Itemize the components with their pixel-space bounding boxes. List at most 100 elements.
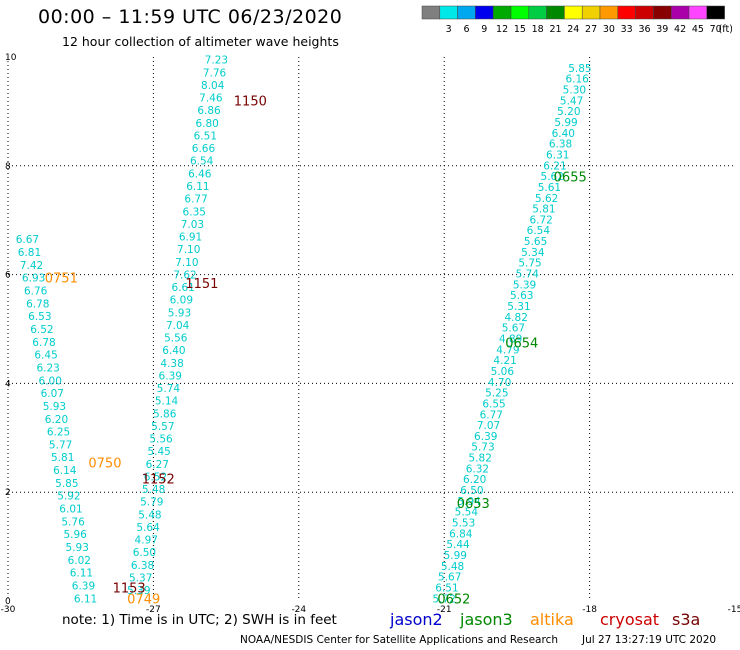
swh-value-label: 5.14 — [155, 396, 179, 408]
swh-value-label: 5.81 — [532, 204, 555, 216]
swh-value-label: 5.65 — [524, 236, 547, 248]
swh-value-label: 4.97 — [135, 535, 158, 547]
page-subtitle: 12 hour collection of altimeter wave hei… — [62, 34, 339, 49]
footer-note: note: 1) Time is in UTC; 2) SWH is in fe… — [62, 612, 337, 628]
swh-value-label: 5.62 — [535, 193, 558, 205]
swh-value-label: 6.35 — [183, 206, 206, 218]
legend-tick-label: 70 — [710, 24, 722, 35]
swh-value-label: 5.06 — [491, 366, 515, 378]
swh-value-label: 6.20 — [463, 474, 486, 486]
legend-tick-label: 30 — [603, 24, 615, 35]
page-title: 00:00 – 11:59 UTC 06/23/2020 — [38, 6, 343, 28]
pass-time-label: 0654 — [505, 337, 538, 352]
swh-value-label: 5.53 — [452, 518, 475, 530]
credit-text: NOAA/NESDIS Center for Satellite Applica… — [240, 634, 558, 646]
swh-value-label: 5.48 — [441, 561, 464, 573]
swh-value-label: 5.72 — [433, 593, 456, 605]
swh-value-label: 6.52 — [30, 324, 53, 336]
swh-value-label: 5.81 — [51, 452, 74, 464]
legend-tick-label: 3 — [446, 24, 452, 35]
swh-value-label: 6.00 — [39, 375, 62, 387]
sat-label-jason2: jason2 — [390, 610, 443, 629]
swh-value-label: 5.92 — [57, 491, 80, 503]
swh-value-label: 6.77 — [184, 194, 207, 206]
swh-value-label: 6.07 — [41, 388, 64, 400]
color-legend: 3 6 9 12 15 18 21 24 27 30 33 36 39 42 45 70(ft) — [421, 5, 732, 35]
swh-value-label: 5.45 — [147, 446, 170, 458]
legend-tick-label: 18 — [532, 24, 544, 35]
swh-value-label: 6.54 — [190, 156, 214, 168]
swh-value-label: 4.38 — [160, 358, 183, 370]
swh-value-label: 6.81 — [18, 247, 41, 259]
swh-value-label: 7.42 — [20, 260, 43, 272]
legend-tick-label: 6 — [463, 24, 469, 35]
swh-value-label: 6.23 — [36, 362, 59, 374]
swh-value-label: 6.31 — [546, 149, 569, 161]
legend-tick-label: 15 — [514, 24, 526, 35]
legend-tick-label: 33 — [621, 24, 633, 35]
swh-value-label: 7.76 — [203, 67, 227, 79]
swh-value-label: 4.79 — [496, 344, 519, 356]
pass-time-label: 1150 — [234, 95, 267, 110]
swh-value-label: 6.61 — [171, 282, 194, 294]
swh-value-label: 6.39 — [474, 431, 497, 443]
sat-label-altika: altika — [530, 610, 574, 629]
legend-unit: (ft) — [719, 24, 732, 35]
swh-value-label: 6.16 — [565, 74, 589, 86]
legend-tick-label: 42 — [674, 24, 686, 35]
swh-value-label: 6.86 — [197, 105, 221, 117]
swh-value-label: 5.48 — [138, 509, 161, 521]
swh-value-label: 5.67 — [502, 323, 525, 335]
swh-value-label: 6.09 — [170, 295, 193, 307]
swh-value-label: 5.64 — [136, 522, 160, 534]
swh-value-label: 5.37 — [129, 572, 152, 584]
swh-value-label: 6.67 — [16, 234, 39, 246]
swh-value-label: 6.78 — [32, 337, 55, 349]
swh-value-label: 6.40 — [552, 128, 575, 140]
pass-time-label: 0750 — [88, 456, 121, 471]
swh-value-label: 4.82 — [505, 312, 528, 324]
x-tick-label: -21 — [437, 605, 452, 615]
swh-value-label: 6.32 — [466, 463, 489, 475]
swh-value-label: 7.23 — [205, 55, 228, 67]
swh-value-label: 7.10 — [175, 257, 198, 269]
swh-value-label: 5.93 — [168, 307, 191, 319]
legend-tick-label: 39 — [656, 24, 668, 35]
pass-time-label: 0655 — [554, 171, 587, 186]
swh-value-label: 6.93 — [22, 273, 45, 285]
swh-value-label: 5.20 — [557, 106, 580, 118]
swh-value-label: 6.39 — [72, 580, 95, 592]
swh-value-label: 6.20 — [45, 414, 68, 426]
swh-value-label: 5.56 — [149, 434, 173, 446]
swh-value-label: 5.63 — [510, 290, 533, 302]
swh-value-label: 7.03 — [181, 219, 204, 231]
legend-tick-label: 24 — [567, 24, 579, 35]
swh-value-label: 6.27 — [146, 459, 169, 471]
swh-value-label: 6.52 — [144, 471, 167, 483]
swh-value-label: 6.11 — [74, 593, 97, 605]
pass-time-label: 0751 — [45, 271, 78, 286]
pass-time-label: 0653 — [457, 497, 490, 512]
swh-value-label: 4.21 — [493, 355, 516, 367]
swh-value-label: 6.21 — [543, 160, 566, 172]
swh-value-label: 6.51 — [194, 130, 217, 142]
x-tick-label: -30 — [1, 605, 16, 615]
swh-value-label: 7.10 — [177, 244, 200, 256]
swh-value-label: 4.70 — [488, 377, 511, 389]
swh-value-label: 6.54 — [527, 225, 551, 237]
swh-value-label: 5.93 — [43, 401, 66, 413]
swh-value-label: 5.39 — [127, 585, 150, 597]
swh-value-label: 6.38 — [549, 139, 572, 151]
swh-value-label: 6.50 — [133, 547, 156, 559]
swh-value-label: 5.85 — [568, 63, 591, 75]
swh-value-label: 5.62 — [541, 171, 564, 183]
legend-tick-label: 36 — [638, 24, 650, 35]
legend-tick-label: 12 — [496, 24, 508, 35]
legend-tick-label: 21 — [549, 24, 561, 35]
timestamp-text: Jul 27 13:27:19 UTC 2020 — [582, 634, 717, 646]
swh-value-label: 5.76 — [61, 516, 85, 528]
swh-value-label: 7.62 — [173, 269, 196, 281]
swh-value-label: 6.02 — [68, 555, 91, 567]
swh-value-label: 5.79 — [140, 497, 163, 509]
